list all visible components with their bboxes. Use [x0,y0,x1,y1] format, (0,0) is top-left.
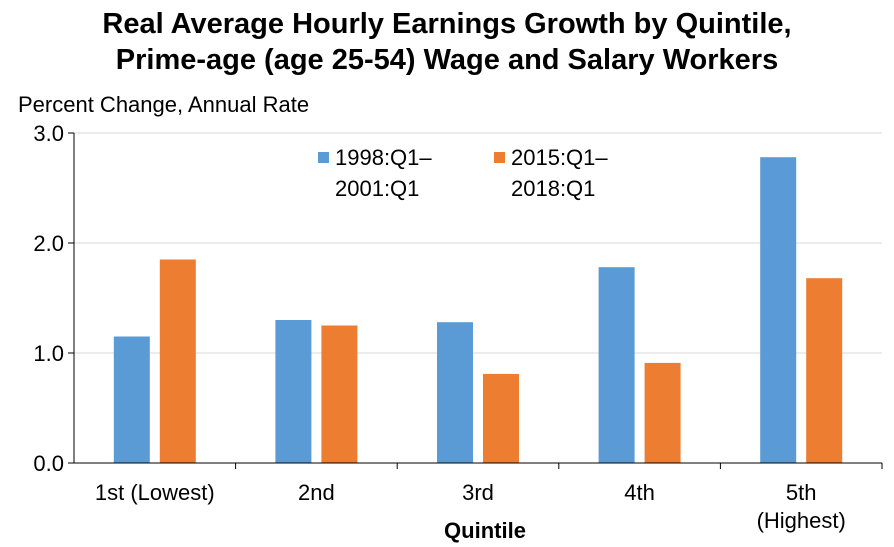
y-tick-label: 0.0 [33,451,64,476]
bar-series-2015-0 [159,259,196,463]
bar-series-2015-4 [806,278,843,463]
gridlines [74,132,882,354]
x-tick-labels: 1st (Lowest) 2nd 3rd 4th 5th (Highest) [95,480,846,533]
chart-title-line-2: Prime-age (age 25-54) Wage and Salary Wo… [115,44,779,76]
legend: 1998:Q1– 2001:Q1 2015:Q1– 2018:Q1 [318,145,608,201]
bar-series-1998-3 [598,267,635,463]
y-tick-label: 1.0 [33,341,64,366]
legend-label: 1998:Q1– [335,145,432,170]
bar-series-2015-3 [644,362,681,463]
legend-swatch [494,152,505,163]
chart-title-line-1: Real Average Hourly Earnings Growth by Q… [102,8,792,40]
x-tick-label: 3rd [462,480,494,505]
bar-series-2015-2 [483,373,519,463]
x-tick-label: 2nd [298,480,335,505]
y-tick-labels: 0.0 1.0 2.0 3.0 [33,121,64,476]
x-axis-title: Quintile [444,518,526,543]
legend-label: 2001:Q1 [335,176,419,201]
y-axis-label: Percent Change, Annual Rate [18,92,310,117]
bar-series-1998-4 [760,157,797,463]
y-tick-label: 2.0 [33,231,64,256]
bar-series-1998-1 [275,320,312,463]
x-tick-label: 1st (Lowest) [95,480,215,505]
bars [113,157,843,463]
legend-swatch [318,152,329,163]
x-tick-label: 5th [786,480,817,505]
bar-series-2015-1 [321,325,358,463]
y-tick-label: 3.0 [33,121,64,146]
axes [68,132,883,469]
x-tick-label: (Highest) [757,508,846,533]
bar-series-1998-2 [437,322,473,463]
x-tick-label: 4th [624,480,655,505]
legend-label: 2018:Q1 [511,176,595,201]
bar-series-1998-0 [113,336,150,463]
legend-label: 2015:Q1– [511,145,608,170]
